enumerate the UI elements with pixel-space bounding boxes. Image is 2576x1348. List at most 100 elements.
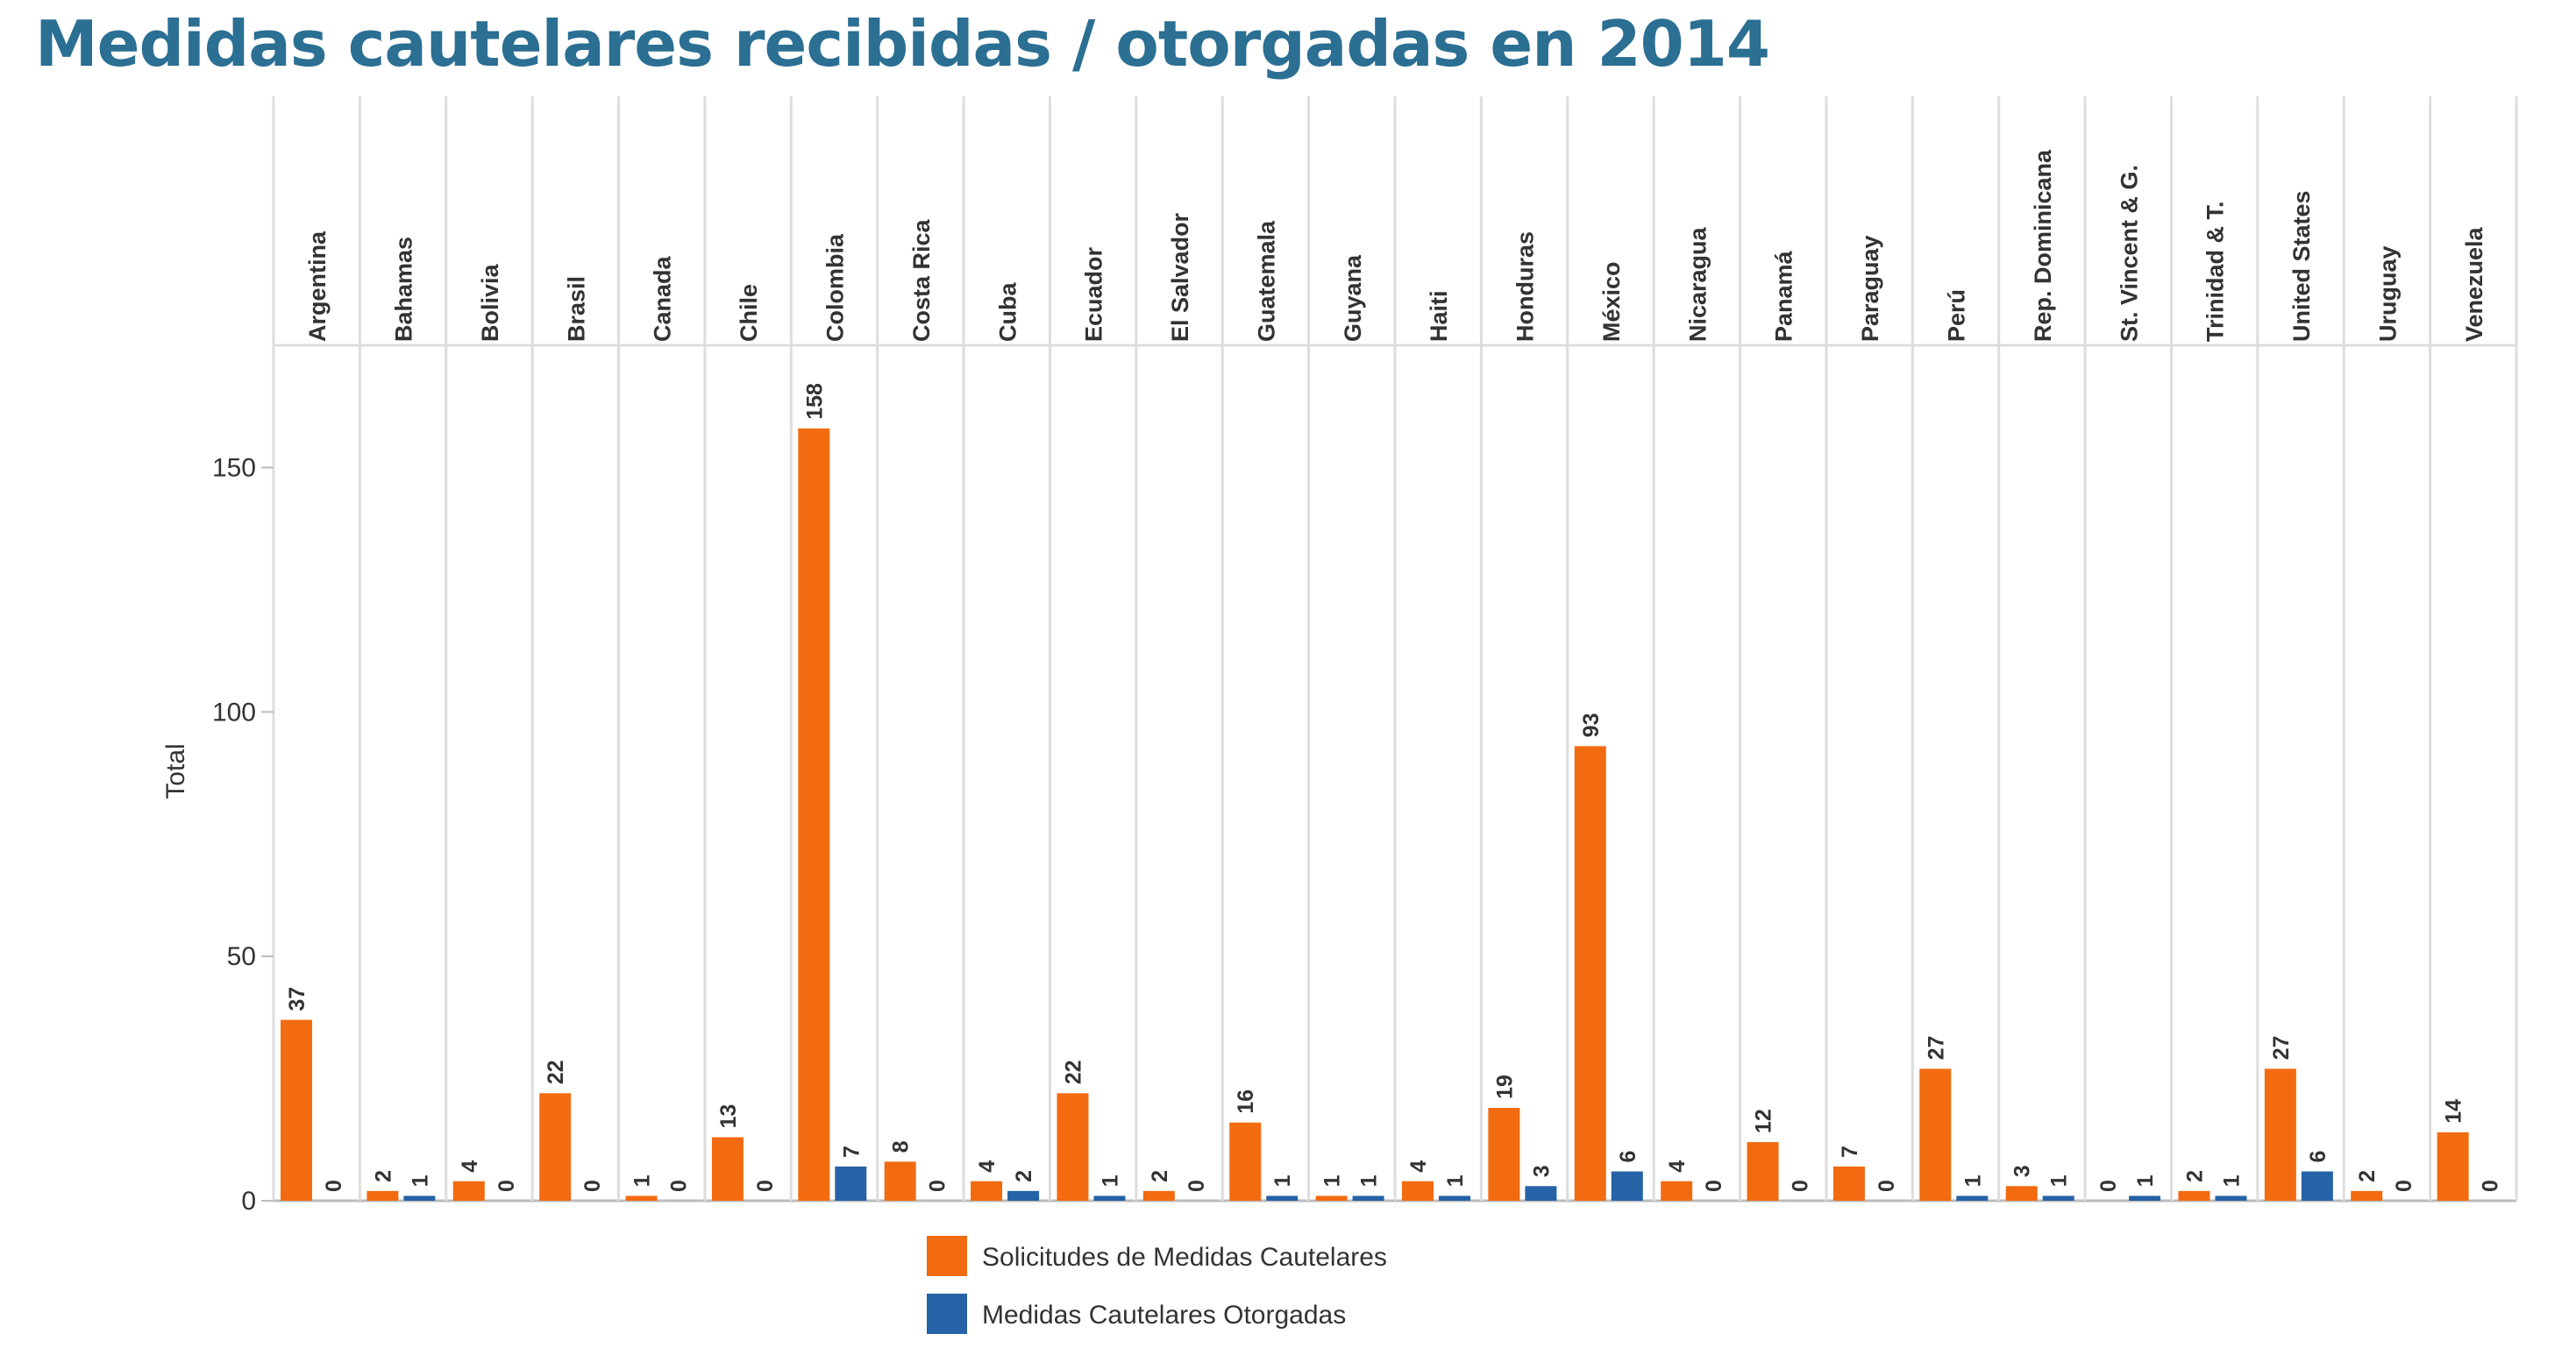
y-tick-label: 150 [212, 453, 256, 482]
bar-otorgadas [1266, 1195, 1299, 1201]
bar-solicitudes [1057, 1093, 1089, 1201]
legend-swatch-otorgadas [927, 1294, 967, 1334]
bar-solicitudes [711, 1137, 744, 1201]
value-label-otorgadas: 1 [1357, 1174, 1382, 1187]
value-label-otorgadas: 0 [753, 1180, 778, 1192]
value-label-otorgadas: 0 [1702, 1180, 1726, 1192]
category-label: Panamá [1771, 250, 1797, 342]
bar-otorgadas [835, 1166, 867, 1201]
value-label-otorgadas: 0 [1185, 1180, 1209, 1192]
category-label: Bahamas [391, 237, 417, 342]
category-label: Brasil [563, 276, 589, 342]
legend-label-otorgadas: Medidas Cautelares Otorgadas [982, 1301, 1346, 1330]
bar-solicitudes [1661, 1181, 1693, 1201]
grid-lines [272, 96, 2518, 1203]
category-label: Guatemala [1253, 220, 1279, 342]
y-axis: Total 0 50 100 150 [161, 453, 274, 1216]
bar-solicitudes [1488, 1108, 1520, 1201]
bar-otorgadas [1007, 1190, 1040, 1201]
category-label: Perú [1944, 289, 1970, 342]
bar-solicitudes [1315, 1195, 1348, 1201]
value-label-solicitudes: 37 [285, 987, 310, 1011]
value-label-solicitudes: 4 [975, 1160, 1000, 1173]
category-label: Rep. Dominicana [2030, 149, 2056, 342]
value-label-solicitudes: 12 [1752, 1109, 1776, 1133]
value-label-otorgadas: 0 [1875, 1180, 1899, 1192]
category-label: Bolivia [477, 263, 503, 342]
value-label-otorgadas: 0 [926, 1180, 950, 1192]
category-label: Costa Rica [908, 218, 935, 342]
value-label-otorgadas: 1 [1270, 1174, 1295, 1187]
value-label-solicitudes: 4 [1665, 1160, 1690, 1173]
value-label-otorgadas: 1 [2047, 1174, 2072, 1187]
category-label: Uruguay [2374, 245, 2401, 342]
value-label-solicitudes: 93 [1579, 713, 1604, 738]
value-label-solicitudes: 1 [630, 1174, 655, 1187]
category-label: Canada [650, 255, 676, 342]
category-label: St. Vincent & G. [2116, 165, 2142, 342]
bar-solicitudes [2437, 1132, 2469, 1201]
value-label-solicitudes: 4 [1406, 1160, 1431, 1173]
y-tick-label: 100 [212, 698, 256, 727]
value-label-otorgadas: 6 [1616, 1151, 1640, 1163]
bar-solicitudes [884, 1161, 916, 1201]
value-label-solicitudes: 22 [544, 1060, 568, 1084]
bar-solicitudes [2005, 1186, 2038, 1201]
bar-solicitudes [366, 1190, 399, 1201]
bar-solicitudes [1747, 1142, 1779, 1201]
category-label: Chile [736, 284, 762, 342]
value-label-solicitudes: 19 [1492, 1075, 1517, 1099]
y-tick-label: 0 [241, 1187, 256, 1216]
bar-solicitudes [798, 428, 830, 1202]
bar-solicitudes [281, 1019, 312, 1201]
value-label-solicitudes: 2 [1148, 1170, 1172, 1182]
value-label-otorgadas: 1 [1443, 1174, 1468, 1187]
category-label: Cuba [994, 282, 1021, 342]
bar-otorgadas [1525, 1186, 1557, 1201]
bar-otorgadas [1439, 1195, 1470, 1201]
category-label: Argentina [304, 231, 331, 342]
category-label: Haiti [1426, 290, 1452, 342]
bar-solicitudes [1574, 746, 1606, 1201]
legend-swatch-solicitudes [927, 1236, 967, 1276]
bar-otorgadas [1611, 1171, 1643, 1201]
bars [281, 428, 2469, 1202]
category-label: México [1598, 261, 1625, 342]
category-label: United States [2288, 190, 2315, 342]
category-label: Colombia [822, 233, 849, 342]
value-label-otorgadas: 0 [2479, 1180, 2503, 1192]
value-label-otorgadas: 0 [580, 1180, 605, 1192]
value-label-solicitudes: 13 [716, 1104, 741, 1129]
value-label-solicitudes: 3 [2010, 1165, 2035, 1177]
value-label-otorgadas: 0 [1789, 1180, 1813, 1192]
bar-solicitudes [539, 1093, 572, 1201]
value-label-solicitudes: 1 [1320, 1174, 1345, 1187]
value-label-solicitudes: 7 [1838, 1146, 1862, 1158]
bar-otorgadas [1352, 1195, 1384, 1201]
bar-otorgadas [2129, 1195, 2161, 1201]
value-label-solicitudes: 2 [371, 1170, 395, 1182]
value-label-otorgadas: 0 [495, 1180, 519, 1192]
category-label: Venezuela [2461, 226, 2487, 342]
bar-solicitudes [1229, 1122, 1262, 1201]
bar-otorgadas [1093, 1195, 1126, 1201]
bar-solicitudes [1402, 1181, 1434, 1201]
y-tick-label: 50 [227, 942, 256, 971]
value-label-solicitudes: 27 [1924, 1036, 1948, 1061]
value-label-otorgadas: 0 [667, 1180, 692, 1192]
bar-otorgadas [1956, 1195, 1989, 1201]
value-label-solicitudes: 2 [2182, 1170, 2207, 1182]
category-label: Honduras [1512, 231, 1539, 342]
value-label-solicitudes: 27 [2269, 1036, 2294, 1061]
value-label-solicitudes: 22 [1061, 1060, 1085, 1084]
value-label-otorgadas: 1 [1960, 1174, 1985, 1187]
value-label-solicitudes: 158 [802, 383, 827, 420]
bar-solicitudes [1142, 1190, 1175, 1201]
bar-solicitudes [2264, 1068, 2296, 1201]
bar-otorgadas [2301, 1171, 2333, 1201]
value-label-solicitudes: 2 [2355, 1170, 2380, 1182]
bar-solicitudes [625, 1195, 658, 1201]
bar-otorgadas [403, 1195, 436, 1201]
value-label-otorgadas: 3 [1529, 1165, 1554, 1177]
value-label-solicitudes: 8 [889, 1140, 914, 1153]
